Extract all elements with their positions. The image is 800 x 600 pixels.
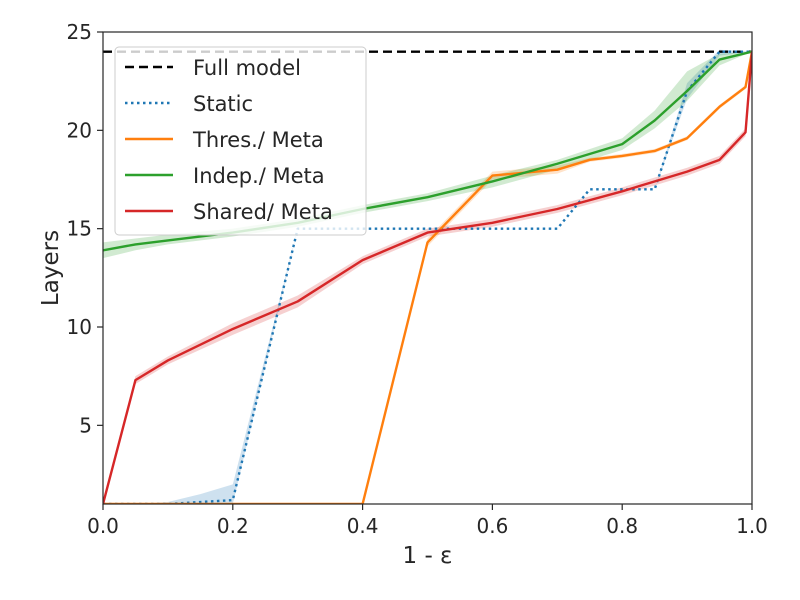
series-line-indep-meta xyxy=(103,50,752,252)
y-tick-label: 5 xyxy=(79,413,92,437)
series-line-static xyxy=(103,50,752,504)
x-tick-label: 0.0 xyxy=(87,514,119,538)
y-tick-label: 25 xyxy=(67,20,92,44)
band-indep-meta xyxy=(103,51,752,259)
x-tick-label: 0.2 xyxy=(217,514,249,538)
band-static xyxy=(103,49,752,504)
legend-label-full-model: Full model xyxy=(193,56,301,80)
y-tick-label: 15 xyxy=(67,217,92,241)
series-line-shared-meta xyxy=(103,51,752,504)
legend: Full model Static Thres./ Meta Indep./ Meta… xyxy=(114,46,367,236)
x-tick-label: 1.0 xyxy=(736,514,768,538)
y-axis: 5 10 15 20 25 xyxy=(67,20,103,437)
legend-box xyxy=(114,46,367,236)
x-tick-label: 0.8 xyxy=(606,514,638,538)
legend-label-shared-meta: Shared/ Meta xyxy=(193,200,333,224)
confidence-bands xyxy=(103,49,752,504)
series-lines xyxy=(103,50,752,504)
series-line-thres-meta xyxy=(103,51,752,504)
legend-label-thres-meta: Thres./ Meta xyxy=(192,128,324,152)
y-tick-label: 10 xyxy=(67,315,92,339)
x-axis: 0.0 0.2 0.4 0.6 0.8 1.0 xyxy=(87,504,768,538)
legend-label-static: Static xyxy=(193,92,253,116)
y-axis-label: Layers xyxy=(38,230,64,306)
x-axis-label: 1 - ε xyxy=(403,543,453,569)
x-tick-label: 0.4 xyxy=(347,514,379,538)
x-tick-label: 0.6 xyxy=(476,514,508,538)
legend-label-indep-meta: Indep./ Meta xyxy=(193,164,325,188)
plot-frame xyxy=(102,31,753,505)
y-tick-label: 20 xyxy=(67,118,92,142)
